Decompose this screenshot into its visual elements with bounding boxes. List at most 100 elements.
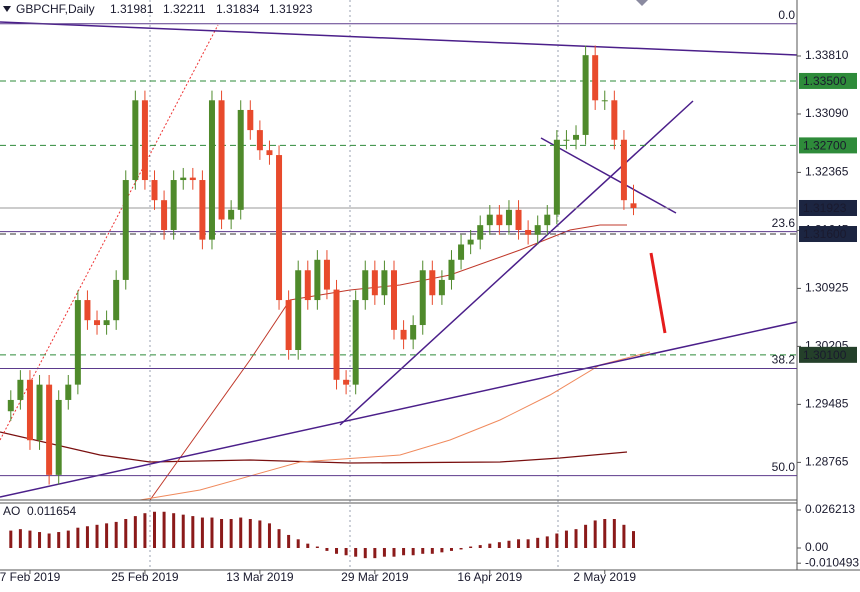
ao-bar <box>488 543 492 548</box>
ao-bar <box>574 529 578 548</box>
ao-bar <box>143 513 147 548</box>
ao-bar <box>344 547 348 556</box>
ao-tick-label: 0.026213 <box>805 502 855 516</box>
candle-body <box>180 177 187 181</box>
candle-body <box>161 200 168 230</box>
candle-body <box>199 180 206 240</box>
candle-body <box>563 139 570 141</box>
trendline <box>540 137 677 214</box>
ao-bar <box>373 547 377 559</box>
candle-body <box>534 225 541 235</box>
candle-body <box>17 379 24 400</box>
ao-bar <box>47 533 51 548</box>
arrow-stroke <box>649 252 667 334</box>
candle-body <box>352 300 359 385</box>
ao-bar <box>153 511 156 548</box>
ao-bar <box>114 521 118 548</box>
candle-body <box>247 109 254 131</box>
trendline <box>339 100 694 426</box>
ao-bar <box>181 514 185 548</box>
ao-bar <box>402 547 406 556</box>
fib-label: 0.0 <box>778 8 795 22</box>
ao-bar <box>229 519 233 548</box>
price-box <box>799 72 857 89</box>
ao-bar <box>267 523 271 548</box>
candle-body <box>314 259 321 301</box>
candle-body <box>170 180 177 230</box>
y-tick-label: 1.30925 <box>805 281 849 295</box>
ao-bar <box>507 540 511 548</box>
candle-body <box>601 100 608 102</box>
symbol: GBPCHF,Daily <box>16 2 95 16</box>
ao-bar <box>478 545 482 548</box>
x-tick-label: 25 Feb 2019 <box>111 570 179 584</box>
ao-name: AO <box>3 504 20 518</box>
ao-bar <box>555 533 559 548</box>
ao-bar <box>363 547 367 559</box>
candle-body <box>256 130 263 151</box>
candle-body <box>228 209 235 220</box>
fib-label: 23.6 <box>772 216 796 230</box>
x-tick-label: 13 Mar 2019 <box>226 570 294 584</box>
ao-bar <box>469 546 473 548</box>
candle-body <box>582 55 589 135</box>
y-tick-label: 1.28765 <box>805 455 849 469</box>
quote-low: 1.31834 <box>216 2 260 16</box>
ao-bar <box>76 527 80 548</box>
ao-bar <box>105 523 109 548</box>
candle-body <box>362 270 369 301</box>
ao-bar <box>200 517 204 548</box>
candle-body <box>285 300 292 351</box>
ao-bar <box>248 519 252 548</box>
candle-body <box>151 180 158 201</box>
drawings <box>0 0 860 571</box>
ao-bar <box>210 517 214 548</box>
menu-triangle[interactable] <box>3 6 11 12</box>
price-box-label: 1.31923 <box>803 201 847 215</box>
price-box <box>799 137 857 154</box>
ao-bar <box>593 520 597 548</box>
candle-body <box>400 329 407 340</box>
candle-body <box>611 100 618 140</box>
ao-bar <box>449 547 453 551</box>
candle-body <box>544 214 551 226</box>
candle-body <box>371 270 378 296</box>
ao-bar <box>526 539 530 548</box>
candle-body <box>132 100 139 181</box>
quote-high: 1.32211 <box>163 2 206 16</box>
candle-body <box>448 259 455 280</box>
candle-body <box>505 209 512 226</box>
ao-bar <box>220 519 224 548</box>
y-tick-label: 1.32365 <box>805 165 849 179</box>
ao-bar <box>335 547 339 554</box>
ao-bar <box>296 539 300 548</box>
ao-bar <box>191 516 195 548</box>
ao-bar <box>517 539 521 548</box>
candle-body <box>295 270 302 351</box>
candle-body <box>496 214 503 226</box>
candle-body <box>381 270 388 296</box>
ao-bar <box>133 516 137 548</box>
candle-body <box>84 300 91 321</box>
ao-bar <box>66 530 70 548</box>
quote-open: 1.31981 <box>110 2 154 16</box>
ao-bar <box>162 511 166 548</box>
ao-bar <box>430 547 434 554</box>
ao-bar <box>9 530 13 548</box>
ma-mid <box>149 224 627 501</box>
ao-bar <box>584 524 588 548</box>
candle-body <box>74 300 81 385</box>
fib-label: 50.0 <box>772 460 796 474</box>
price-box-label: 1.31600 <box>803 227 847 241</box>
ao-bar <box>622 524 626 548</box>
candle-body <box>525 229 532 235</box>
candle-body <box>343 379 350 385</box>
ao-bar <box>239 517 243 548</box>
candle-body <box>189 177 196 181</box>
ao-bar <box>354 547 358 557</box>
candle-body <box>458 244 465 260</box>
shift-marker <box>636 0 648 6</box>
candle-body <box>103 320 110 326</box>
